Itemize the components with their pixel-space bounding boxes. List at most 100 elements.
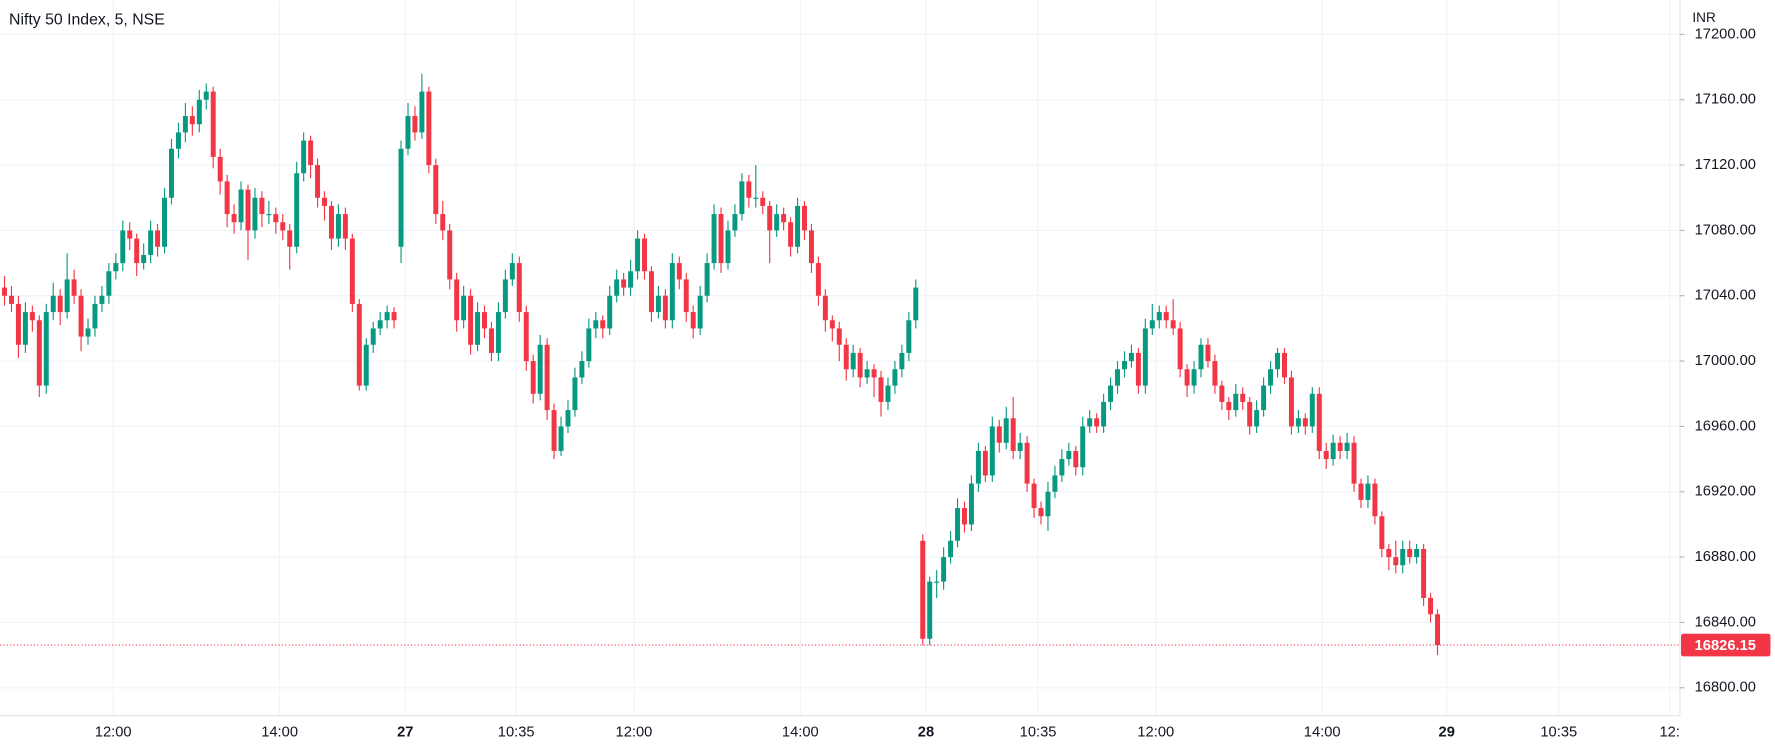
- candle-body: [391, 312, 397, 321]
- candle-body: [488, 328, 494, 353]
- candle-body: [287, 230, 293, 247]
- candle-body: [461, 295, 467, 321]
- candle-body: [878, 377, 884, 402]
- candle-body: [767, 205, 773, 231]
- candle-body: [920, 540, 926, 639]
- candle-body: [259, 197, 265, 215]
- candle-body: [857, 352, 863, 378]
- candle-body: [405, 116, 411, 149]
- candle-body: [440, 214, 446, 231]
- candle-body: [572, 377, 578, 411]
- candle-body: [635, 238, 641, 272]
- candle-body: [1407, 548, 1413, 558]
- candle-body: [1254, 410, 1260, 427]
- candle-body: [315, 165, 321, 198]
- candle-body: [1421, 548, 1427, 598]
- y-tick-label: 16920.00: [1695, 484, 1756, 500]
- candle-body: [1205, 344, 1211, 362]
- candle-body: [92, 303, 98, 329]
- candle-body: [412, 116, 418, 133]
- candle-body: [426, 91, 432, 166]
- candle-body: [614, 279, 620, 296]
- candle-body: [676, 263, 682, 280]
- candle-body: [266, 214, 272, 216]
- candle-body: [669, 263, 675, 321]
- candle-body: [1024, 442, 1030, 484]
- candle-body: [948, 540, 954, 558]
- candle-body: [683, 279, 689, 313]
- candle-body: [217, 156, 223, 182]
- candle-body: [808, 230, 814, 264]
- y-tick-label: 17200.00: [1695, 26, 1756, 42]
- candle-body: [1108, 385, 1114, 402]
- candle-body: [342, 214, 348, 239]
- candle-body: [1059, 459, 1065, 476]
- candle-body: [516, 263, 522, 313]
- last-price-label: 16826.15: [1695, 638, 1756, 654]
- y-tick-label: 17000.00: [1695, 353, 1756, 369]
- candle-body: [565, 410, 571, 427]
- candle-body: [36, 320, 42, 386]
- candle-body: [141, 254, 147, 264]
- candle-body: [120, 230, 126, 264]
- candle-body: [1212, 361, 1218, 386]
- candle-body: [697, 295, 703, 329]
- candle-body: [134, 238, 140, 264]
- candle-body: [523, 312, 529, 362]
- candle-body: [1233, 393, 1239, 411]
- candle-body: [328, 205, 334, 239]
- candle-body: [1191, 369, 1197, 386]
- candle-body: [802, 205, 807, 231]
- candle-body: [308, 140, 314, 166]
- candle-body: [544, 344, 550, 411]
- candle-body: [982, 450, 988, 476]
- candle-body: [1045, 491, 1051, 517]
- candle-body: [398, 148, 404, 247]
- candle-body: [725, 230, 731, 264]
- candle-body: [85, 328, 91, 337]
- candle-body: [1087, 418, 1093, 427]
- candle-body: [822, 295, 828, 321]
- candle-body: [1017, 442, 1023, 451]
- candle-body: [1247, 401, 1253, 427]
- candle-body: [628, 271, 634, 288]
- candle-body: [1281, 352, 1287, 378]
- candle-body: [662, 295, 668, 321]
- candle-body: [1135, 352, 1141, 386]
- candle-body: [1295, 418, 1301, 427]
- candle-body: [57, 295, 63, 313]
- candle-body: [182, 116, 188, 133]
- candle-body: [301, 140, 307, 174]
- candle-body: [1316, 393, 1322, 451]
- candle-body: [690, 312, 696, 329]
- candle-body: [509, 263, 515, 280]
- candle-body: [252, 197, 258, 231]
- candle-body: [711, 214, 717, 264]
- candle-body: [280, 222, 286, 231]
- candle-body: [203, 91, 209, 100]
- candle-body: [1330, 442, 1336, 460]
- candle-body: [335, 214, 341, 239]
- candle-body: [906, 320, 912, 353]
- candle-body: [1080, 426, 1086, 468]
- candle-body: [106, 271, 112, 296]
- candle-body: [273, 214, 279, 223]
- candle-body: [1003, 418, 1009, 443]
- candle-body: [502, 279, 508, 313]
- candle-body: [175, 132, 181, 149]
- x-tick-label: 12:00: [616, 724, 653, 740]
- candle-body: [148, 230, 154, 255]
- candle-body: [989, 426, 995, 476]
- candle-body: [78, 295, 84, 337]
- candle-body: [843, 344, 849, 370]
- candle-body: [746, 181, 752, 198]
- candle-body: [1268, 369, 1274, 386]
- candle-body: [530, 361, 536, 394]
- candle-body: [934, 581, 940, 583]
- y-tick-label: 16840.00: [1695, 614, 1756, 630]
- candle-body: [927, 581, 933, 639]
- candle-body: [1323, 450, 1329, 460]
- candle-body: [322, 197, 328, 206]
- candle-body: [1428, 597, 1434, 615]
